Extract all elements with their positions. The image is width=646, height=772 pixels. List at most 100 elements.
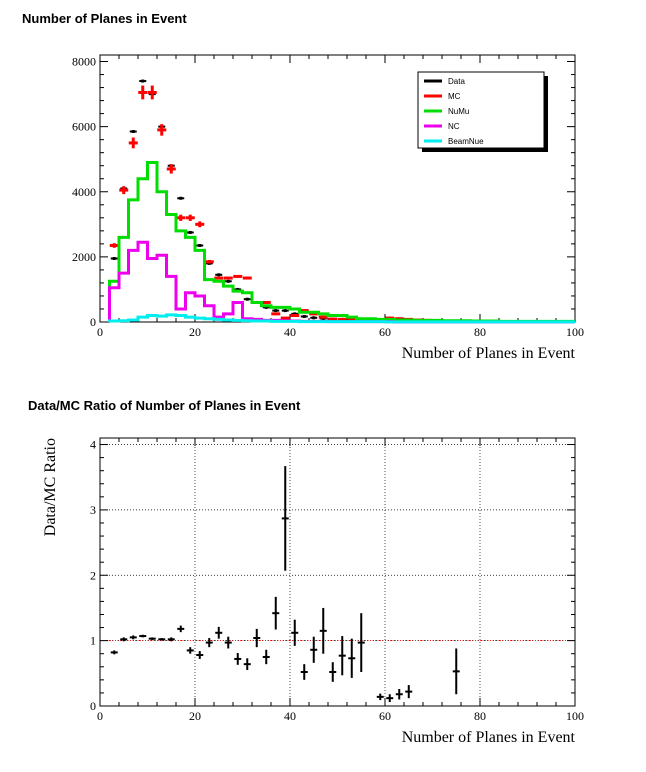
top-y-tick-label: 2000 bbox=[72, 250, 96, 264]
top-mc-point bbox=[109, 243, 119, 248]
bottom-x-tick-label: 40 bbox=[284, 709, 296, 723]
bottom-ratio-point bbox=[329, 662, 337, 682]
top-data-marker bbox=[141, 79, 145, 83]
top-mc-point bbox=[157, 124, 167, 136]
bottom-ratio-point bbox=[167, 637, 175, 642]
bottom-ratio-point bbox=[300, 664, 308, 680]
top-y-tick-label: 6000 bbox=[72, 120, 96, 134]
top-series-beamnue bbox=[108, 313, 575, 324]
top-x-tick-label: 40 bbox=[284, 325, 296, 339]
top-data-marker bbox=[236, 287, 240, 291]
top-mc-point bbox=[176, 214, 186, 221]
top-data-marker bbox=[179, 196, 183, 200]
top-mc-point bbox=[233, 274, 243, 278]
bottom-ratio-point bbox=[148, 637, 156, 640]
bottom-ratio-point bbox=[234, 653, 242, 665]
bottom-ratio-point bbox=[205, 638, 213, 648]
bottom-y-tick-label: 0 bbox=[90, 699, 96, 713]
top-data-point bbox=[272, 309, 280, 313]
top-data-marker bbox=[131, 130, 135, 134]
top-x-axis-title: Number of Planes in Event bbox=[402, 345, 576, 362]
top-data-marker bbox=[274, 309, 278, 313]
top-data-marker bbox=[293, 312, 297, 316]
bottom-series-ratio bbox=[110, 466, 460, 703]
top-x-tick-label: 20 bbox=[189, 325, 201, 339]
bottom-ratio-point bbox=[386, 694, 394, 703]
top-data-point bbox=[110, 257, 118, 261]
top-data-point bbox=[300, 314, 308, 318]
top-data-point bbox=[129, 130, 137, 134]
top-x-tick-label: 60 bbox=[379, 325, 391, 339]
top-mc-point bbox=[204, 259, 214, 264]
bottom-ratio-point bbox=[395, 689, 403, 700]
bottom-x-tick-label: 100 bbox=[566, 709, 584, 723]
top-x-tick-label: 100 bbox=[566, 325, 584, 339]
bottom-ratio-point bbox=[139, 634, 147, 638]
legend-label-data: Data bbox=[448, 77, 465, 86]
top-mc-point bbox=[119, 186, 129, 195]
bottom-ratio-point bbox=[224, 636, 232, 649]
top-mc-point bbox=[261, 300, 271, 304]
top-data-point bbox=[243, 297, 251, 301]
top-mc-point bbox=[290, 313, 300, 317]
bottom-ratio-point bbox=[357, 613, 365, 673]
bottom-ratio-point bbox=[158, 638, 166, 641]
top-data-marker bbox=[283, 309, 287, 313]
top-data-marker bbox=[312, 316, 316, 320]
top-series-numu bbox=[108, 160, 575, 323]
bottom-x-tick-label: 0 bbox=[97, 709, 103, 723]
top-mc-point bbox=[185, 214, 195, 221]
top-mc-point bbox=[271, 312, 281, 316]
top-x-tick-label: 0 bbox=[97, 325, 103, 339]
top-x-tick-label: 80 bbox=[474, 325, 486, 339]
top-mc-point bbox=[242, 276, 252, 280]
top-data-point bbox=[139, 79, 147, 83]
top-data-marker bbox=[245, 297, 249, 301]
top-data-point bbox=[310, 316, 318, 320]
top-data-marker bbox=[198, 243, 202, 247]
bottom-y-tick-label: 1 bbox=[90, 634, 96, 648]
bottom-y-tick-label: 2 bbox=[90, 568, 96, 582]
top-data-point bbox=[186, 230, 194, 234]
legend-label-numu: NuMu bbox=[448, 107, 469, 116]
bottom-ratio-point bbox=[452, 648, 460, 695]
bottom-x-tick-label: 80 bbox=[474, 709, 486, 723]
bottom-frame bbox=[99, 437, 576, 707]
bottom-ratio-point bbox=[253, 628, 261, 648]
top-mc-point bbox=[166, 164, 176, 174]
legend-label-mc: MC bbox=[448, 92, 461, 101]
top-data-marker bbox=[226, 279, 230, 283]
bottom-ratio-point bbox=[110, 650, 118, 655]
legend-label-beamnue: BeamNue bbox=[448, 137, 484, 146]
bottom-ratio-point bbox=[272, 596, 280, 630]
bottom-x-tick-label: 60 bbox=[379, 709, 391, 723]
top-data-point bbox=[234, 287, 242, 291]
top-data-marker bbox=[264, 305, 268, 309]
top-data-point bbox=[281, 309, 289, 313]
bottom-ratio-point bbox=[215, 626, 223, 639]
bottom-ratio-point bbox=[129, 635, 137, 640]
top-mc-point bbox=[214, 276, 224, 280]
top-data-marker bbox=[188, 230, 192, 234]
top-mc-point bbox=[147, 85, 157, 100]
bottom-ratio-point bbox=[120, 637, 128, 642]
top-data-point bbox=[215, 273, 223, 277]
top-data-marker bbox=[217, 273, 221, 277]
top-series-nc bbox=[108, 240, 575, 324]
top-data-marker bbox=[112, 257, 116, 261]
top-mc-point bbox=[223, 276, 233, 280]
bottom-ratio-point bbox=[348, 638, 356, 678]
legend-label-nc: NC bbox=[448, 122, 460, 131]
top-data-point bbox=[224, 279, 232, 283]
bottom-y-tick-label: 4 bbox=[90, 438, 96, 452]
bottom-ratio-point bbox=[319, 607, 327, 654]
top-y-tick-label: 4000 bbox=[72, 185, 96, 199]
bottom-ratio-point bbox=[338, 636, 346, 676]
top-mc-point bbox=[280, 316, 290, 320]
bottom-ratio-point bbox=[281, 466, 289, 571]
top-mc-point bbox=[318, 315, 328, 319]
bottom-ratio-point bbox=[186, 647, 194, 654]
bottom-ratio-point bbox=[262, 649, 270, 665]
bottom-ratio-point bbox=[196, 651, 204, 659]
top-chart-title: Number of Planes in Event bbox=[22, 11, 187, 26]
